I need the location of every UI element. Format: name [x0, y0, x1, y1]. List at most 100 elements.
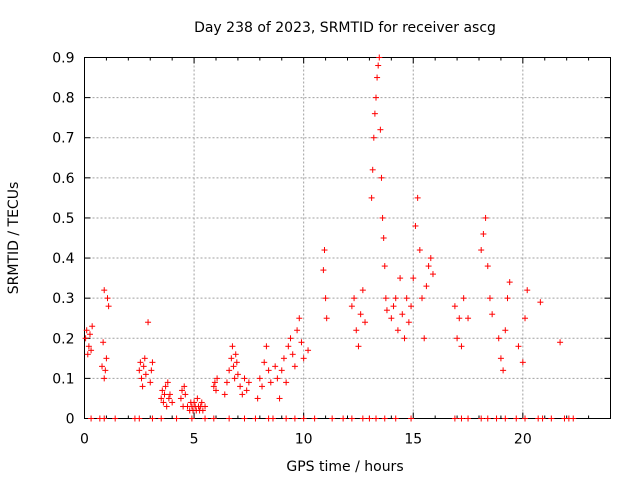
data-point [165, 395, 172, 402]
data-point [456, 315, 463, 322]
data-point [300, 415, 307, 422]
x-tick-label: 20 [514, 432, 532, 448]
data-point [138, 375, 145, 382]
data-point [478, 247, 485, 254]
data-point [454, 335, 461, 342]
data-point [169, 399, 176, 406]
data-point [497, 355, 504, 362]
data-point [375, 62, 382, 69]
data-point [486, 295, 493, 302]
data-point [495, 335, 502, 342]
data-point [221, 391, 228, 398]
data-point [166, 391, 173, 398]
data-point [379, 214, 386, 221]
data-point [394, 327, 401, 334]
data-point [269, 415, 276, 422]
data-point [101, 375, 108, 382]
data-point [241, 415, 248, 422]
data-point [357, 311, 364, 318]
y-axis-label: SRMTID / TECUs [6, 182, 22, 295]
data-point [362, 319, 369, 326]
data-point [353, 327, 360, 334]
data-point [161, 391, 168, 398]
data-point [140, 363, 147, 370]
data-point [348, 303, 355, 310]
data-point [145, 319, 152, 326]
data-point [228, 355, 235, 362]
y-tick-label: 0.9 [52, 51, 74, 67]
data-points [82, 54, 577, 422]
data-point [243, 387, 250, 394]
data-point [374, 74, 381, 81]
data-point [199, 407, 206, 414]
data-point [147, 379, 154, 386]
data-point [102, 367, 109, 374]
data-point [101, 287, 108, 294]
y-tick-label: 0.6 [52, 171, 74, 187]
data-point [296, 315, 303, 322]
data-point [294, 327, 301, 334]
data-point [280, 355, 287, 362]
data-point [86, 331, 93, 338]
data-point [182, 391, 189, 398]
data-point [173, 415, 180, 422]
data-point [276, 395, 283, 402]
data-point [105, 303, 112, 310]
data-point [89, 323, 96, 330]
data-point [482, 214, 489, 221]
data-point [252, 415, 259, 422]
data-point [291, 363, 298, 370]
data-point [366, 415, 373, 422]
data-point [254, 395, 261, 402]
data-point [519, 359, 526, 366]
data-point [522, 315, 529, 322]
data-point [139, 383, 146, 390]
data-point [425, 263, 432, 270]
data-point [359, 287, 366, 294]
data-point [226, 415, 233, 422]
data-point [256, 375, 263, 382]
data-point [177, 395, 184, 402]
x-tick-label: 15 [404, 432, 422, 448]
data-point [371, 110, 378, 117]
data-point [369, 166, 376, 173]
data-point [480, 230, 487, 237]
y-tick-label: 0.7 [52, 131, 74, 147]
data-point [291, 415, 298, 422]
data-point [410, 275, 417, 282]
y-tick-label: 0.4 [52, 251, 74, 267]
data-point [381, 415, 388, 422]
data-point [524, 287, 531, 294]
data-point [322, 295, 329, 302]
data-point [239, 391, 246, 398]
data-point [329, 415, 336, 422]
data-point [548, 415, 555, 422]
data-point [245, 379, 252, 386]
data-point [370, 134, 377, 141]
data-point [515, 343, 522, 350]
data-point [390, 303, 397, 310]
data-point [451, 415, 458, 422]
data-point [458, 343, 465, 350]
y-tick-label: 0.2 [52, 331, 74, 347]
data-point [458, 415, 465, 422]
data-point [85, 343, 92, 350]
data-point [504, 295, 511, 302]
data-point [112, 415, 119, 422]
data-point [399, 311, 406, 318]
data-point [202, 415, 209, 422]
data-point [142, 371, 149, 378]
chart-title: Day 238 of 2023, SRMTID for receiver asc… [194, 20, 496, 36]
data-point [188, 415, 195, 422]
data-point [427, 255, 434, 262]
data-point [136, 415, 143, 422]
plot-frame [84, 57, 611, 419]
data-point [99, 363, 106, 370]
data-point [137, 359, 144, 366]
data-point [181, 383, 188, 390]
x-tick-label: 10 [295, 432, 313, 448]
data-point [419, 295, 426, 302]
data-point [416, 247, 423, 254]
data-point [408, 303, 415, 310]
data-point [232, 351, 239, 358]
